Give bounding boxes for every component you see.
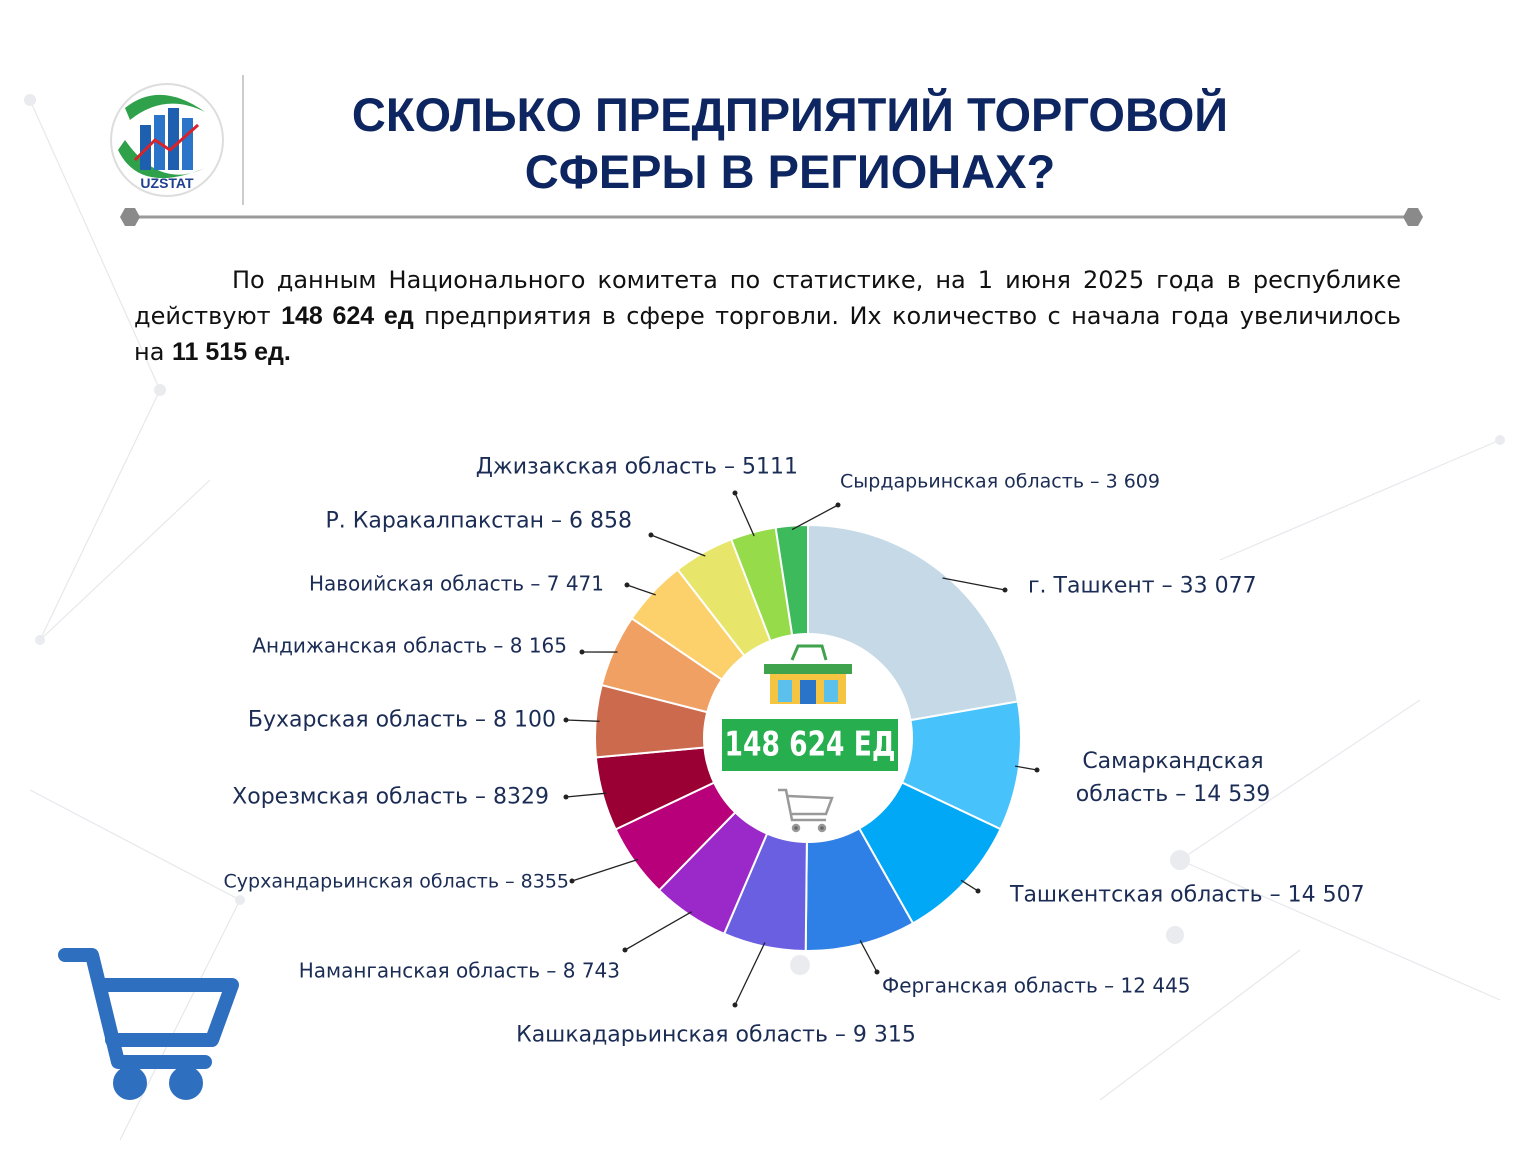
leader-line xyxy=(1014,765,1038,771)
leader-dot xyxy=(624,582,630,588)
leader-line xyxy=(571,858,639,882)
leader-dot xyxy=(563,717,569,723)
title-line: СФЕРЫ В РЕГИОНАХ? xyxy=(524,145,1056,198)
center-badge xyxy=(722,719,898,771)
rule xyxy=(120,208,1423,226)
leader-line xyxy=(624,911,693,951)
leader-dot xyxy=(732,490,738,496)
store-icon xyxy=(764,644,852,704)
slice-label: г. Ташкент – 33 077 xyxy=(1028,573,1257,599)
paragraph-text: По данным Национального комитета по стат… xyxy=(134,266,1401,330)
leader-dot xyxy=(622,947,628,953)
paragraph-bold: 11 515 ед. xyxy=(172,338,291,366)
leader-dot xyxy=(648,532,654,538)
slice-label: Навоийская область – 7 471 xyxy=(308,571,604,596)
leader-dot xyxy=(563,794,569,800)
slice-label: Джизакская область – 5111 xyxy=(475,454,798,480)
paragraph-text: предприятия в сфере торговли. Их количес… xyxy=(134,302,1401,366)
leader-line xyxy=(960,879,979,892)
leader-dot xyxy=(732,1002,738,1008)
slice-label: Ташкентская область – 14 507 xyxy=(1010,882,1365,908)
leader-line xyxy=(791,504,839,531)
leader-dot xyxy=(1002,587,1008,593)
leader-dot xyxy=(1034,767,1040,773)
slice-label: Ферганская область – 12 445 xyxy=(882,973,1191,998)
slice-label: Наманганская область – 8 743 xyxy=(298,958,620,983)
leader-line xyxy=(650,534,706,557)
leader-dot xyxy=(569,878,575,884)
donut-center: 148 624 ЕД xyxy=(703,633,913,843)
slice-label: Р. Каракалпакстан – 6 858 xyxy=(325,508,632,534)
leader-line xyxy=(565,792,607,798)
leader-line xyxy=(859,940,878,973)
slice-label: Самаркандская область – 14 539 xyxy=(1075,749,1271,807)
center-label: 148 624 ЕД xyxy=(725,725,896,764)
slice-label: Кашкадарьинская область – 9 315 xyxy=(516,1022,916,1048)
logo-text: UZSTAT xyxy=(140,175,194,191)
leader-dot xyxy=(874,969,880,975)
title-line: СКОЛЬКО ПРЕДПРИЯТИЙ ТОРГОВОЙ xyxy=(351,88,1229,141)
leader-line xyxy=(626,584,656,596)
slice-label: Хорезмская область – 8329 xyxy=(232,784,549,810)
paragraph-bold: 148 624 ед xyxy=(281,302,414,330)
slice-label: Бухарская область – 8 100 xyxy=(247,707,556,733)
slice-label: Сурхандарьинская область – 8355 xyxy=(223,870,570,893)
leader-dot xyxy=(975,888,981,894)
background-network xyxy=(29,99,1501,1141)
leader-line xyxy=(942,577,1006,591)
slice-label: Андижанская область – 8 165 xyxy=(252,633,567,658)
logo: UZSTAT xyxy=(110,83,224,197)
leader-dot xyxy=(835,502,841,508)
leader-dot xyxy=(579,649,585,655)
leader-line xyxy=(734,942,766,1006)
cart-icon xyxy=(58,948,239,1100)
leader-line xyxy=(565,719,600,722)
intro-paragraph: По данным Национального комитета по стат… xyxy=(134,262,1401,370)
slice-label: Сырдарьинская область – 3 609 xyxy=(840,470,1160,493)
background-dots xyxy=(24,94,1505,975)
leader-line xyxy=(734,492,755,537)
donut-chart xyxy=(563,490,1040,1008)
cart-small-icon xyxy=(778,788,834,833)
